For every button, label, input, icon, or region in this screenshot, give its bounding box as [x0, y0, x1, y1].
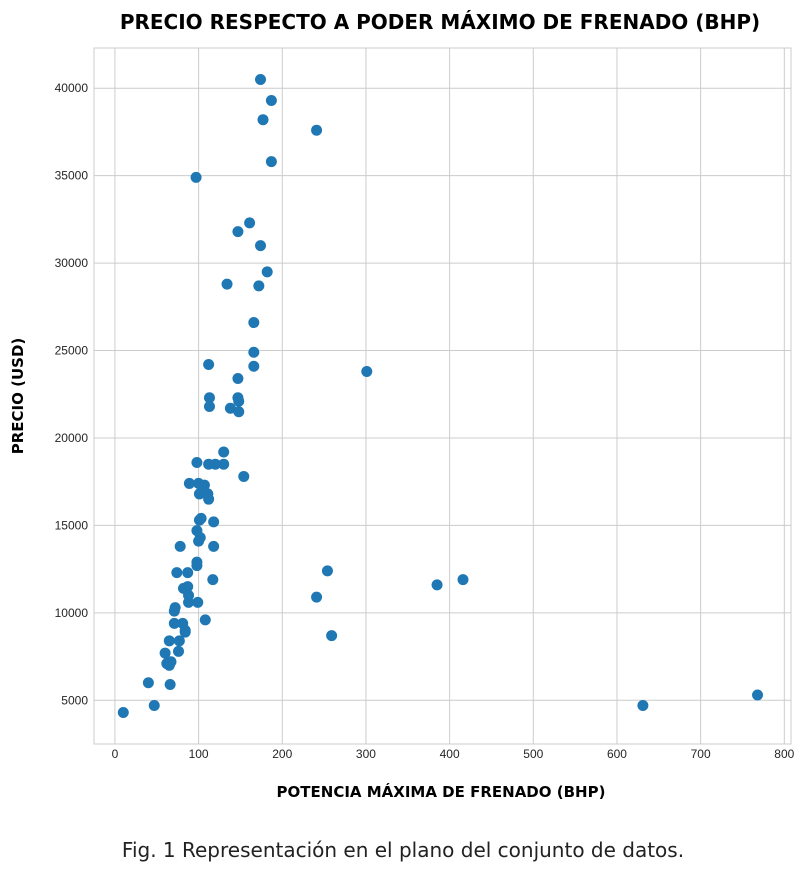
data-point	[209, 458, 221, 470]
data-point	[311, 591, 323, 603]
data-point	[752, 689, 764, 701]
data-point	[326, 630, 338, 642]
data-point	[159, 647, 171, 659]
data-point	[173, 635, 185, 647]
data-point	[232, 226, 244, 238]
x-tick-label: 0	[112, 747, 119, 761]
data-point	[168, 617, 180, 629]
data-point	[218, 458, 230, 470]
y-tick-label: 40000	[55, 81, 89, 95]
data-point	[191, 456, 203, 468]
data-point	[221, 278, 233, 290]
data-point	[195, 512, 207, 524]
x-tick-label: 600	[607, 747, 627, 761]
y-tick-labels: 5000 10000 15000 20000 25000 30000 35000 40000	[55, 81, 89, 707]
data-point	[248, 346, 260, 358]
x-tick-label: 100	[189, 747, 209, 761]
data-point	[248, 317, 260, 329]
data-point	[191, 556, 203, 568]
data-point	[163, 635, 175, 647]
data-point	[232, 373, 244, 385]
data-point	[190, 171, 202, 183]
scatter-chart: PRECIO RESPECTO A PODER MÁXIMO DE FRENAD…	[9, 10, 795, 801]
data-point	[183, 589, 195, 601]
data-point	[165, 656, 177, 668]
data-point	[248, 360, 260, 372]
x-tick-label: 200	[272, 747, 292, 761]
data-point	[244, 217, 256, 229]
data-point	[173, 645, 185, 657]
x-tick-label: 800	[774, 747, 794, 761]
figure-caption: Fig. 1 Representación en el plano del co…	[121, 838, 685, 862]
data-point	[179, 624, 191, 636]
y-tick-label: 10000	[55, 606, 89, 620]
data-point	[183, 477, 195, 489]
y-axis-label: PRECIO (USD)	[9, 338, 27, 455]
data-point	[208, 540, 220, 552]
data-point	[207, 574, 219, 586]
x-tick-label: 300	[356, 747, 376, 761]
x-tick-labels: 0 100 200 300 400 500 600 700 800	[112, 747, 795, 761]
y-tick-label: 5000	[61, 693, 88, 707]
data-point	[203, 493, 215, 505]
data-point	[233, 406, 245, 418]
data-point	[194, 532, 206, 544]
data-point	[253, 280, 265, 292]
data-point	[203, 359, 215, 371]
data-point	[233, 395, 245, 407]
y-tick-label: 15000	[55, 518, 89, 532]
data-point	[117, 707, 129, 719]
data-point	[198, 479, 210, 491]
data-point	[255, 73, 267, 85]
data-point	[171, 567, 183, 579]
y-tick-label: 30000	[55, 256, 89, 270]
data-point	[257, 114, 269, 126]
data-point	[321, 565, 333, 577]
data-point	[457, 574, 469, 586]
data-point	[182, 567, 194, 579]
x-axis-label: POTENCIA MÁXIMA DE FRENADO (BHP)	[277, 782, 606, 801]
data-point	[431, 579, 443, 591]
y-tick-label: 20000	[55, 431, 89, 445]
data-point	[174, 540, 186, 552]
data-point	[199, 614, 211, 626]
data-point	[182, 581, 194, 593]
data-point	[203, 392, 215, 404]
x-tick-label: 700	[691, 747, 711, 761]
x-tick-label: 500	[523, 747, 543, 761]
y-tick-label: 25000	[55, 344, 89, 358]
data-point	[169, 602, 181, 614]
chart-title: PRECIO RESPECTO A PODER MÁXIMO DE FRENAD…	[120, 10, 760, 34]
data-point	[265, 156, 277, 168]
data-point	[224, 402, 236, 414]
data-point	[164, 679, 176, 691]
data-point	[255, 240, 267, 252]
data-point	[361, 366, 373, 378]
data-point	[238, 470, 250, 482]
data-point	[193, 488, 205, 500]
data-point	[142, 677, 154, 689]
data-point	[261, 266, 273, 278]
plot-area-frame	[93, 47, 792, 745]
y-tick-label: 35000	[55, 169, 89, 183]
x-tick-label: 400	[440, 747, 460, 761]
data-point	[203, 400, 215, 412]
data-point	[265, 94, 277, 106]
data-point	[637, 700, 649, 712]
data-point	[192, 596, 204, 608]
data-point	[311, 124, 323, 136]
data-point	[148, 700, 160, 712]
data-point	[218, 446, 230, 458]
grid-lines	[94, 48, 791, 744]
data-point	[208, 516, 220, 528]
data-points	[117, 73, 764, 719]
